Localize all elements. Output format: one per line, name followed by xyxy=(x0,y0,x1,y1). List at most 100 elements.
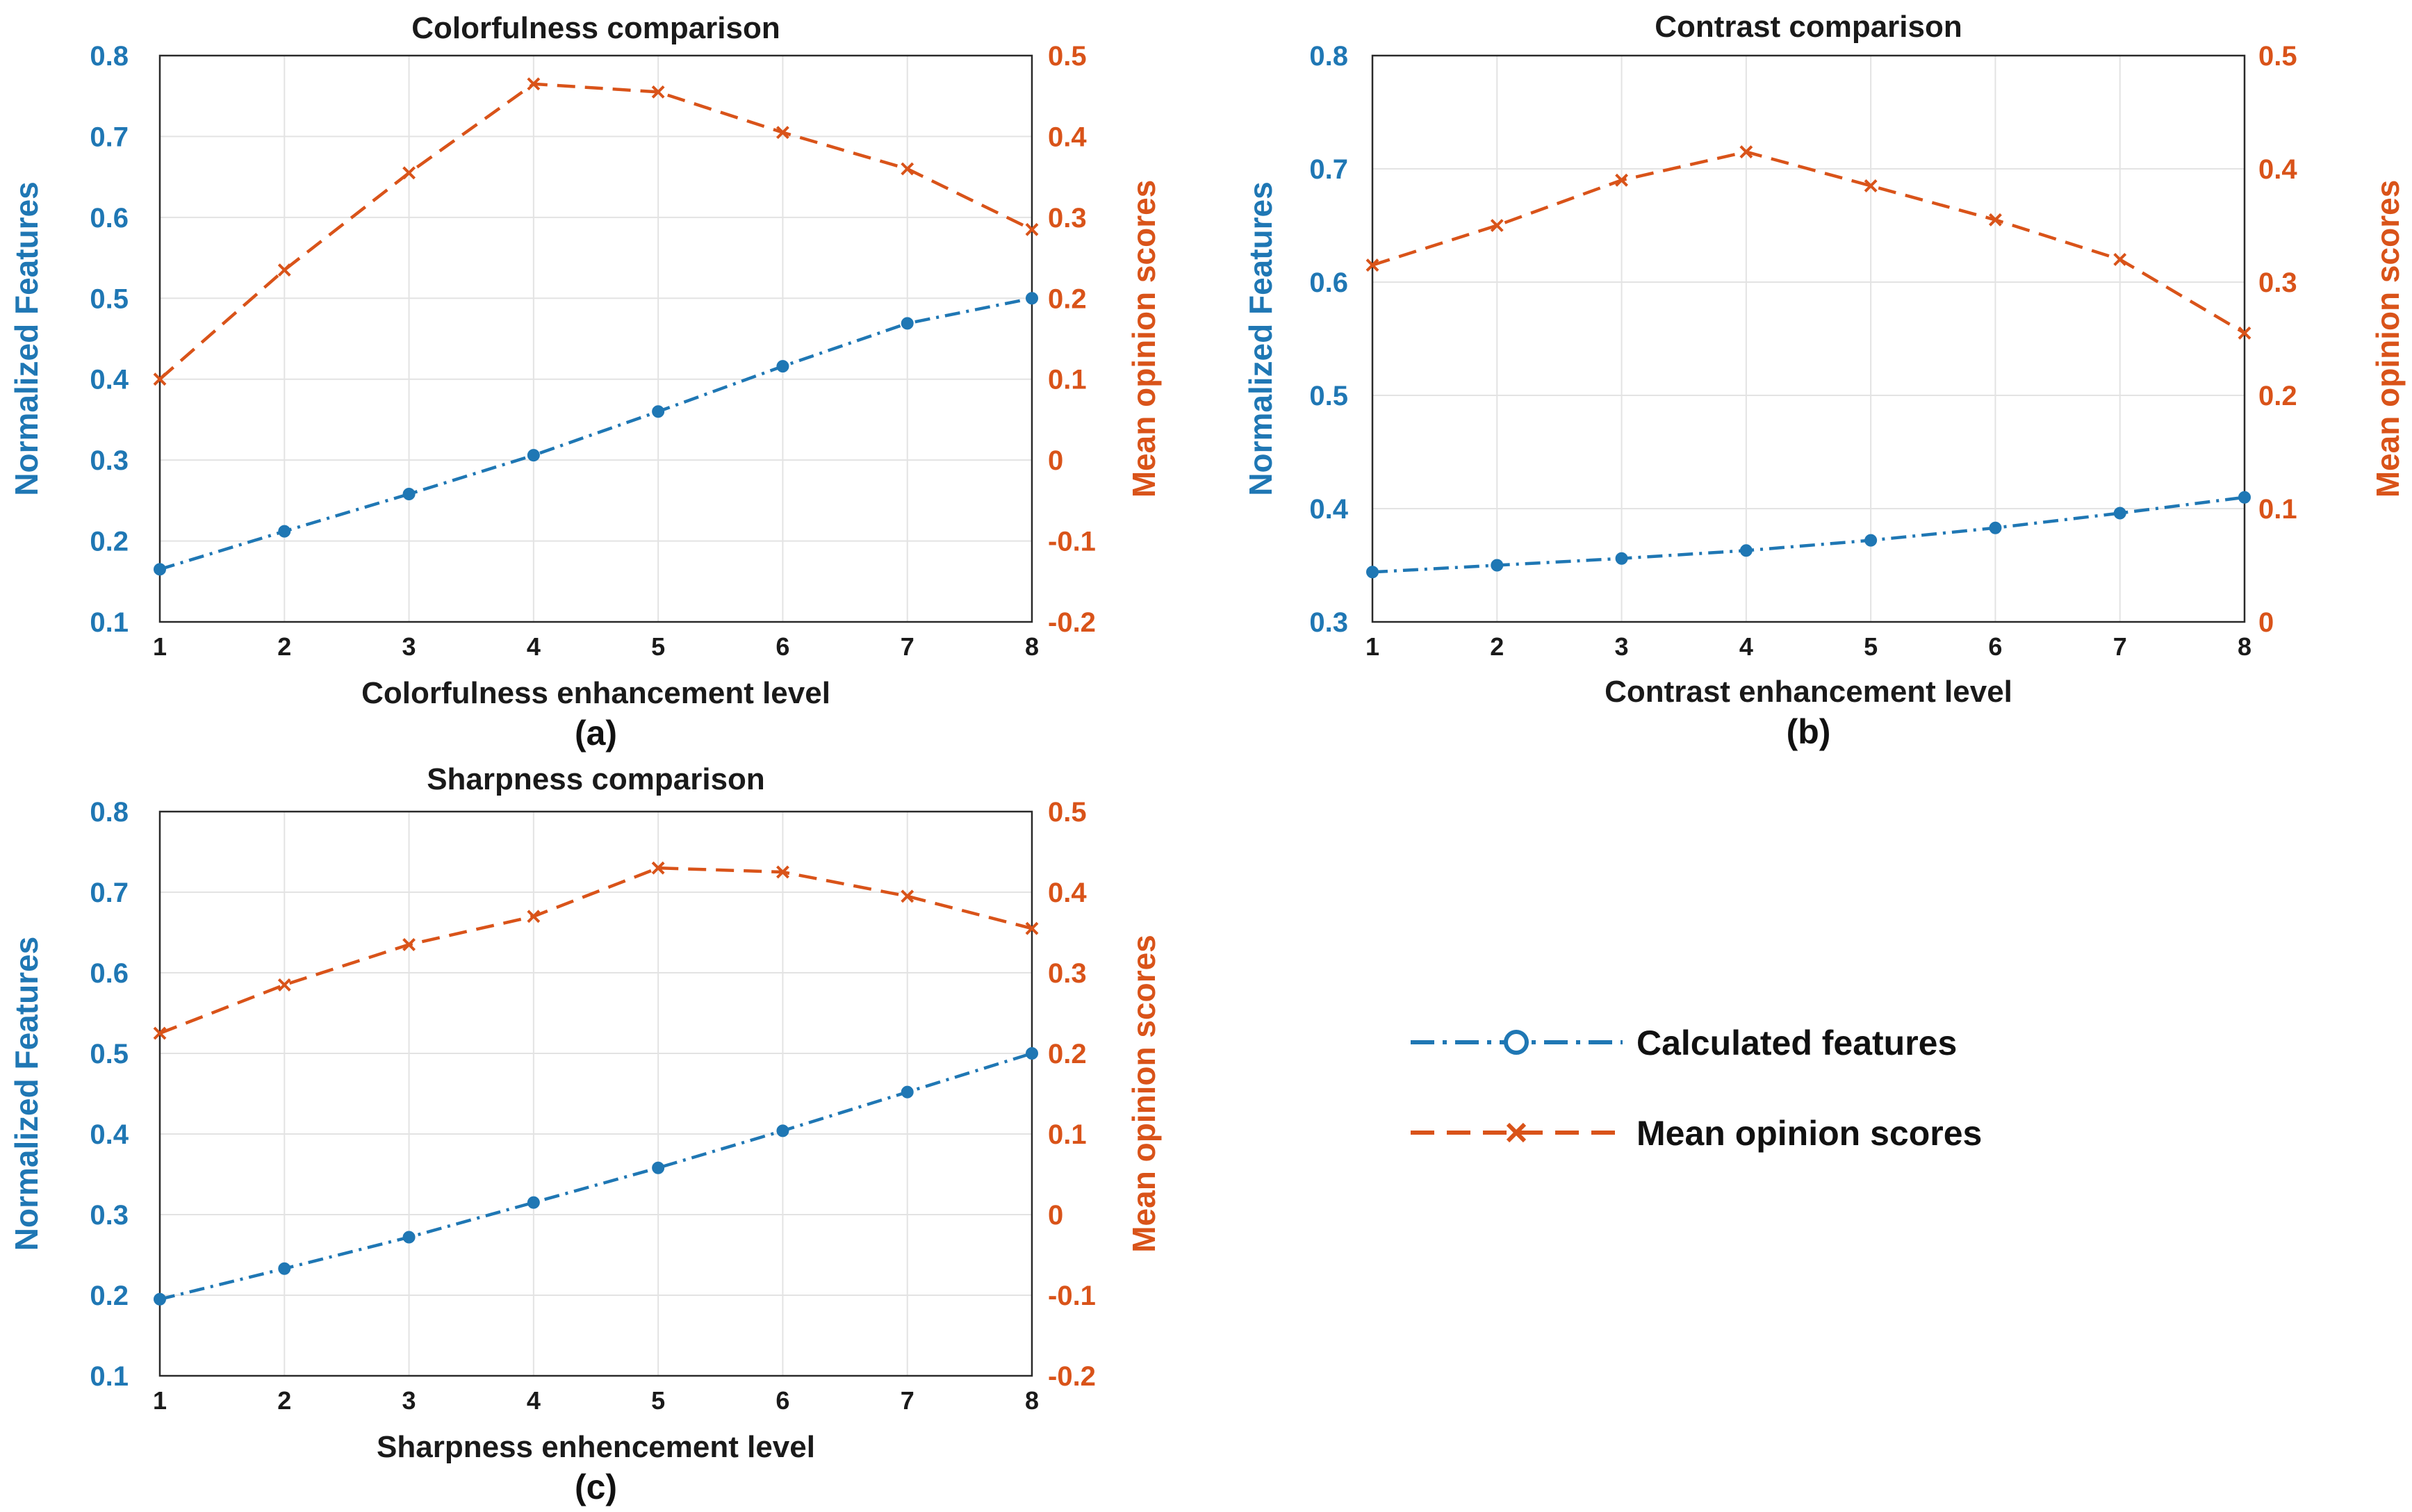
chart-panel-c: 1 2 3 4 5 6 7 8 0.1 0.2 0.3 0.4 0.5 0.6 0.7 0.8 -0.2 -0.1… xyxy=(8,762,1162,1506)
right-y-tick-label: 0.2 xyxy=(2258,381,2297,411)
x-tick-label: 4 xyxy=(527,632,541,661)
features-point xyxy=(402,1231,416,1244)
left-y-tick-label: 0.8 xyxy=(90,41,129,72)
x-tick-label: 7 xyxy=(2113,632,2127,661)
x-tick-label: 2 xyxy=(277,632,291,661)
x-tick-label: 8 xyxy=(2238,632,2251,661)
right-y-axis-label: Mean opinion scores xyxy=(1126,180,1162,498)
left-y-tick-label: 0.8 xyxy=(90,797,129,828)
mos-series-line xyxy=(1372,150,2246,335)
right-y-tick-label: 0 xyxy=(1048,1200,1063,1231)
features-point xyxy=(1366,566,1379,579)
left-y-tick-label: 0.5 xyxy=(90,284,129,314)
mos-point xyxy=(1490,219,1504,232)
features-point xyxy=(278,525,291,538)
mos-point xyxy=(776,126,789,140)
right-y-tick-label: 0.5 xyxy=(2258,41,2297,72)
x-tick-label: 2 xyxy=(1490,632,1504,661)
features-point xyxy=(652,1161,665,1174)
features-point xyxy=(2238,491,2251,504)
mos-series-line xyxy=(159,866,1033,1035)
x-tick-label: 5 xyxy=(651,632,665,661)
left-y-tick-label: 0.3 xyxy=(90,445,129,476)
axes-frame xyxy=(158,810,1033,1377)
features-point xyxy=(901,317,914,330)
mos-point xyxy=(527,77,541,91)
chart-title: Colorfulness comparison xyxy=(411,11,780,45)
legend-marker-circle xyxy=(1504,1030,1529,1055)
left-y-tick-label: 0.4 xyxy=(90,365,129,395)
x-tick-label: 6 xyxy=(776,632,789,661)
x-tick-label: 5 xyxy=(1864,632,1878,661)
axes-frame xyxy=(1371,54,2246,623)
mos-point xyxy=(2238,326,2251,340)
left-y-axis-label: Normalized Features xyxy=(1242,181,1279,495)
x-tick-label: 4 xyxy=(1739,632,1753,661)
right-y-tick-label: -0.2 xyxy=(1048,1361,1096,1392)
left-y-tick-label: 0.4 xyxy=(1309,494,1348,525)
mos-point xyxy=(1615,173,1628,187)
features-series-line xyxy=(159,1051,1033,1301)
right-y-tick-label: 0.5 xyxy=(1048,797,1087,828)
features-point xyxy=(901,1085,914,1099)
left-y-tick-label: 0.7 xyxy=(90,122,129,152)
left-y-tick-label: 0.3 xyxy=(1309,607,1348,638)
plot-area xyxy=(1372,56,2245,622)
left-y-tick-label: 0.6 xyxy=(1309,268,1348,298)
right-y-tick-label: 0.3 xyxy=(1048,958,1087,989)
features-point xyxy=(1491,559,1504,572)
x-tick-label: 2 xyxy=(277,1386,291,1415)
left-y-tick-label: 0.1 xyxy=(90,607,129,638)
mos-point xyxy=(651,861,665,875)
right-y-tick-label: 0.1 xyxy=(2258,494,2297,525)
features-point xyxy=(1739,544,1753,557)
x-tick-label: 6 xyxy=(776,1386,789,1415)
left-y-tick-label: 0.3 xyxy=(90,1200,129,1231)
mos-point xyxy=(1025,222,1039,236)
x-tick-label: 7 xyxy=(901,632,914,661)
left-y-tick-label: 0.6 xyxy=(90,203,129,233)
legend-label: Mean opinion scores xyxy=(1636,1114,1982,1153)
mos-point xyxy=(901,162,914,176)
mos-point xyxy=(901,889,914,903)
features-point xyxy=(776,1124,789,1137)
right-y-tick-label: 0.4 xyxy=(1048,878,1087,908)
features-point xyxy=(1026,292,1038,305)
left-y-tick-label: 0.7 xyxy=(1309,154,1348,185)
plot-area xyxy=(160,56,1032,622)
axes-frame xyxy=(158,54,1033,623)
right-y-axis-label: Mean opinion scores xyxy=(2370,180,2406,498)
features-point xyxy=(527,1196,540,1209)
left-y-tick-label: 0.2 xyxy=(90,1281,129,1311)
features-point xyxy=(527,449,540,462)
features-series-line xyxy=(1372,495,2245,574)
panel-label: (c) xyxy=(575,1468,617,1506)
right-y-tick-label: 0.5 xyxy=(1048,41,1087,72)
right-y-tick-label: -0.2 xyxy=(1048,607,1096,638)
left-y-tick-label: 0.2 xyxy=(90,527,129,557)
x-tick-label: 7 xyxy=(901,1386,914,1415)
plot-area xyxy=(160,812,1032,1376)
x-axis-label: Sharpness enhencement level xyxy=(377,1430,815,1464)
mos-point xyxy=(651,85,665,99)
right-y-tick-label: 0.1 xyxy=(1048,1119,1087,1150)
left-y-axis-label: Normalized Features xyxy=(8,937,44,1251)
mos-point xyxy=(776,865,789,879)
x-tick-label: 6 xyxy=(1988,632,2002,661)
legend-marker-cross xyxy=(1506,1122,1527,1143)
legend-item-mos: Mean opinion scores xyxy=(1411,1114,1982,1153)
left-y-tick-label: 0.5 xyxy=(1309,381,1348,411)
left-y-tick-label: 0.1 xyxy=(90,1361,129,1392)
mos-point xyxy=(402,166,416,180)
x-tick-label: 1 xyxy=(1365,632,1379,661)
x-tick-label: 5 xyxy=(651,1386,665,1415)
mos-point xyxy=(1864,179,1878,192)
right-y-axis-label: Mean opinion scores xyxy=(1126,935,1162,1253)
mos-series-line xyxy=(158,82,1033,381)
mos-point xyxy=(527,910,541,923)
mos-point xyxy=(402,937,416,951)
left-y-tick-label: 0.5 xyxy=(90,1039,129,1069)
right-y-tick-label: -0.1 xyxy=(1048,1281,1096,1311)
features-point xyxy=(1989,521,2002,534)
